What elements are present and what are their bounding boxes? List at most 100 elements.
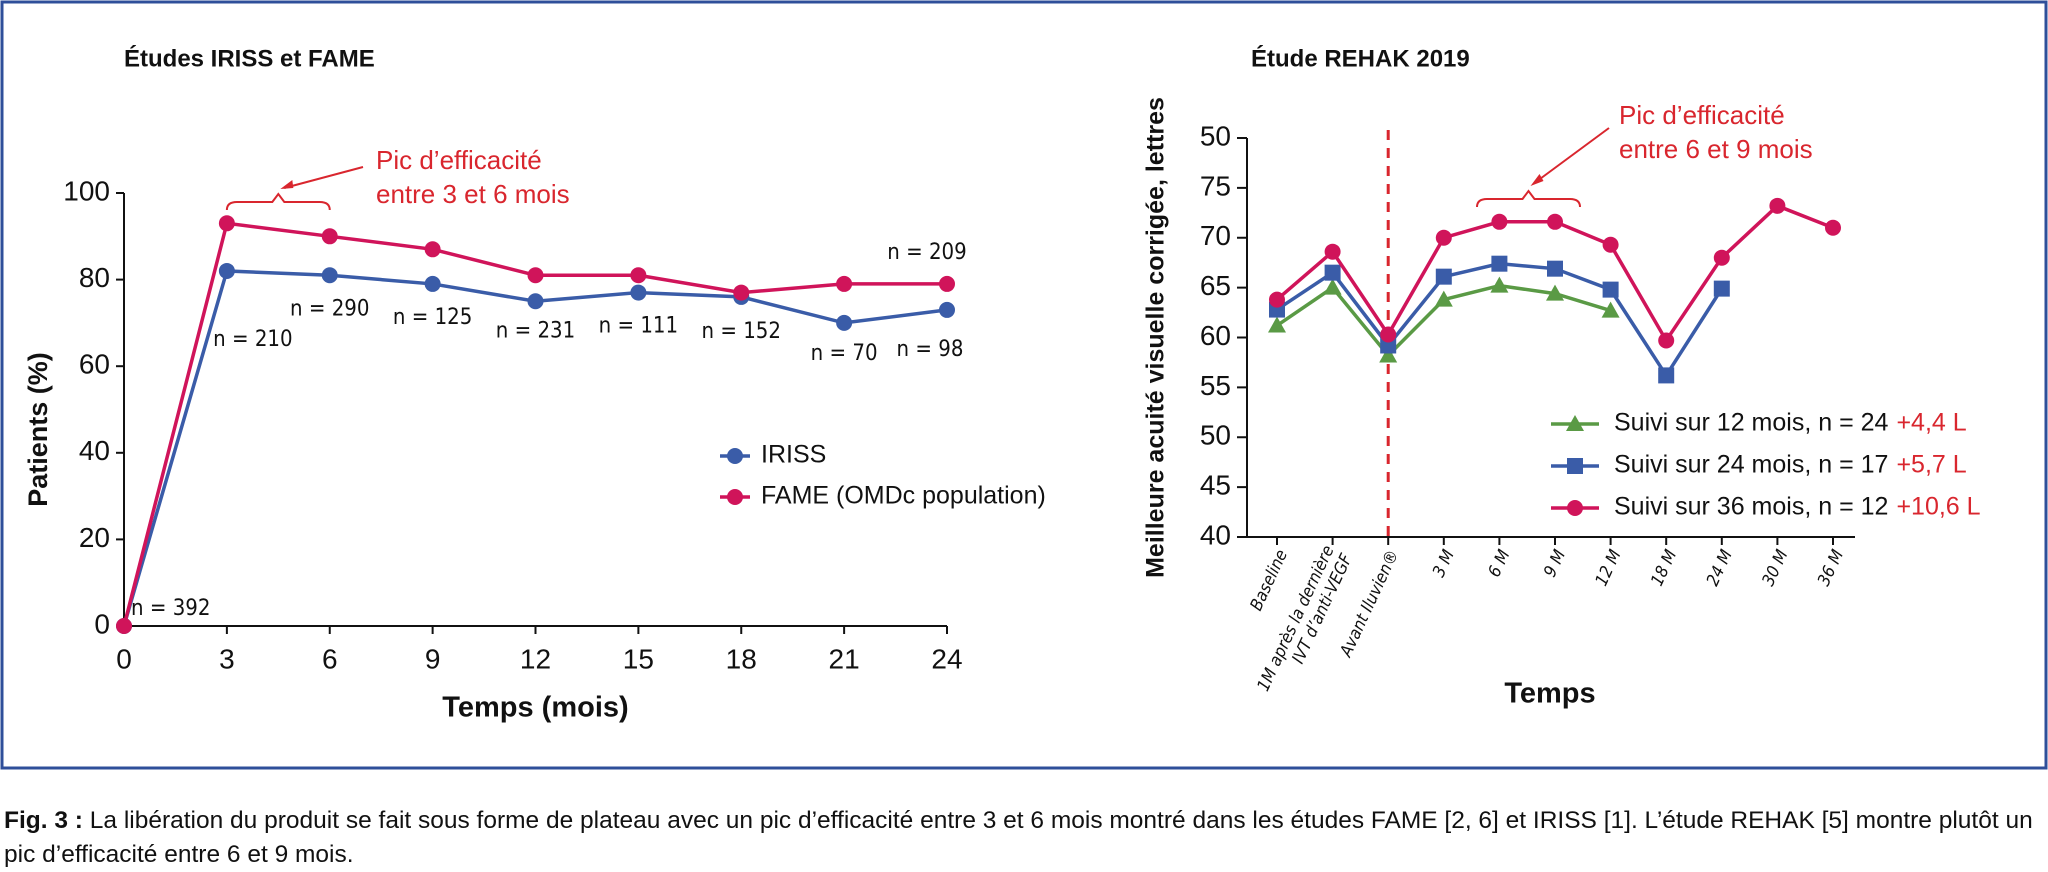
arrow-head (280, 180, 294, 189)
data-point (836, 275, 853, 292)
caption-label: Fig. 3 : (4, 807, 83, 834)
data-point (1324, 264, 1341, 281)
data-point (424, 275, 441, 292)
data-point (1658, 332, 1675, 349)
data-point (424, 241, 441, 258)
y-tick-label: 0 (94, 608, 110, 639)
data-point (939, 275, 955, 292)
data-point (321, 228, 338, 245)
arrow-head (1530, 174, 1544, 186)
data-point (1601, 301, 1620, 318)
x-tick-label: 18 (726, 643, 757, 674)
data-point (321, 267, 338, 284)
x-tick-label: 3 (219, 643, 235, 674)
data-point (1324, 243, 1341, 260)
n-label: n = 111 (599, 314, 678, 339)
x-tick-label: 36 M (1814, 547, 1848, 589)
annotation: entre 6 et 9 mois (1619, 134, 1813, 164)
data-point (1491, 213, 1508, 230)
data-point (527, 293, 544, 310)
legend-marker (1566, 415, 1584, 431)
annotation: Pic d’efficacité (1619, 100, 1785, 130)
y-axis-label: Meilleure acuité visuelle corrigée, lett… (1142, 97, 1170, 578)
x-tick-label: 30 M (1758, 547, 1792, 589)
x-tick-label: 21 (829, 643, 860, 674)
annotation: Pic d’efficacité (376, 145, 542, 175)
y-tick-label: 50 (1200, 420, 1231, 451)
x-tick-label: 15 (623, 643, 654, 674)
x-tick-label: 12 M (1592, 547, 1626, 589)
x-tick-label: Baseline (1247, 547, 1293, 614)
data-point (1435, 229, 1452, 246)
data-point (527, 267, 544, 284)
data-point (1379, 346, 1398, 363)
x-tick-label: 18 M (1647, 547, 1681, 589)
caption-text: La libération du produit se fait sous fo… (4, 807, 2033, 868)
data-point (1435, 268, 1452, 285)
x-axis-label: Temps (mois) (442, 692, 628, 724)
data-point (630, 284, 647, 301)
legend-label: FAME (OMDc population) (761, 482, 1046, 510)
annotation: entre 3 et 6 mois (376, 179, 570, 209)
caption: Fig. 3 : La libération du produit se fai… (4, 804, 2044, 872)
n-label: n = 209 (887, 240, 966, 265)
legend-gain: +10,6 L (1896, 493, 1980, 521)
arrow (1533, 127, 1610, 184)
figure-border (0, 0, 2048, 770)
data-point (1658, 367, 1675, 384)
x-tick-label: 9 (425, 643, 441, 674)
data-point (1380, 326, 1397, 343)
legend-label: Suivi sur 24 mois, n = 17 (1614, 451, 1888, 479)
data-point (218, 262, 235, 279)
y-tick-label: 50 (1200, 120, 1231, 151)
n-label: n = 290 (290, 296, 369, 321)
bracket (225, 192, 331, 211)
arrow (284, 166, 364, 189)
legend-gain: +4,4 L (1896, 409, 1966, 437)
data-point (1547, 213, 1563, 230)
x-tick-label: 24 (931, 643, 962, 674)
y-tick-label: 55 (1200, 370, 1231, 401)
data-point (939, 301, 955, 318)
n-label: n = 98 (897, 337, 964, 362)
n-label: n = 210 (213, 327, 292, 352)
y-tick-label: 60 (1200, 320, 1231, 351)
x-tick-label: 6 (322, 643, 338, 674)
chart-title: Études IRISS et FAME (124, 44, 375, 72)
y-tick-label: 45 (1200, 470, 1231, 501)
x-axis-label: Temps (1504, 678, 1595, 710)
y-tick-label: 20 (79, 522, 110, 553)
data-point (733, 284, 750, 301)
n-label: n = 70 (811, 341, 878, 366)
legend-marker (1567, 500, 1583, 516)
n-label: n = 392 (131, 596, 210, 621)
data-point (1268, 316, 1286, 333)
y-tick-label: 70 (1200, 220, 1231, 251)
data-point (1602, 281, 1619, 298)
data-point (630, 267, 647, 284)
y-tick-label: 100 (63, 175, 110, 206)
chart-title: Étude REHAK 2019 (1251, 44, 1470, 72)
data-point (1713, 249, 1730, 266)
data-point (116, 618, 132, 634)
data-point (1769, 197, 1786, 214)
data-point (1323, 278, 1342, 295)
legend-gain: +5,7 L (1896, 451, 1966, 479)
data-point (218, 215, 235, 232)
y-tick-label: 40 (79, 435, 110, 466)
n-label: n = 125 (393, 305, 472, 330)
data-point (1491, 255, 1508, 272)
data-point (1546, 284, 1564, 301)
data-point (1825, 219, 1841, 236)
series-line (122, 221, 947, 627)
legend-marker (727, 448, 743, 464)
x-tick-label: 6 M (1485, 547, 1515, 581)
legend-label: Suivi sur 12 mois, n = 24 (1614, 409, 1889, 437)
data-point (1602, 236, 1619, 253)
x-tick-label: 9 M (1540, 547, 1570, 581)
x-tick-label: 3 M (1429, 547, 1459, 581)
data-point (1490, 276, 1509, 293)
legend-marker (727, 489, 743, 505)
bracket (1476, 189, 1581, 208)
